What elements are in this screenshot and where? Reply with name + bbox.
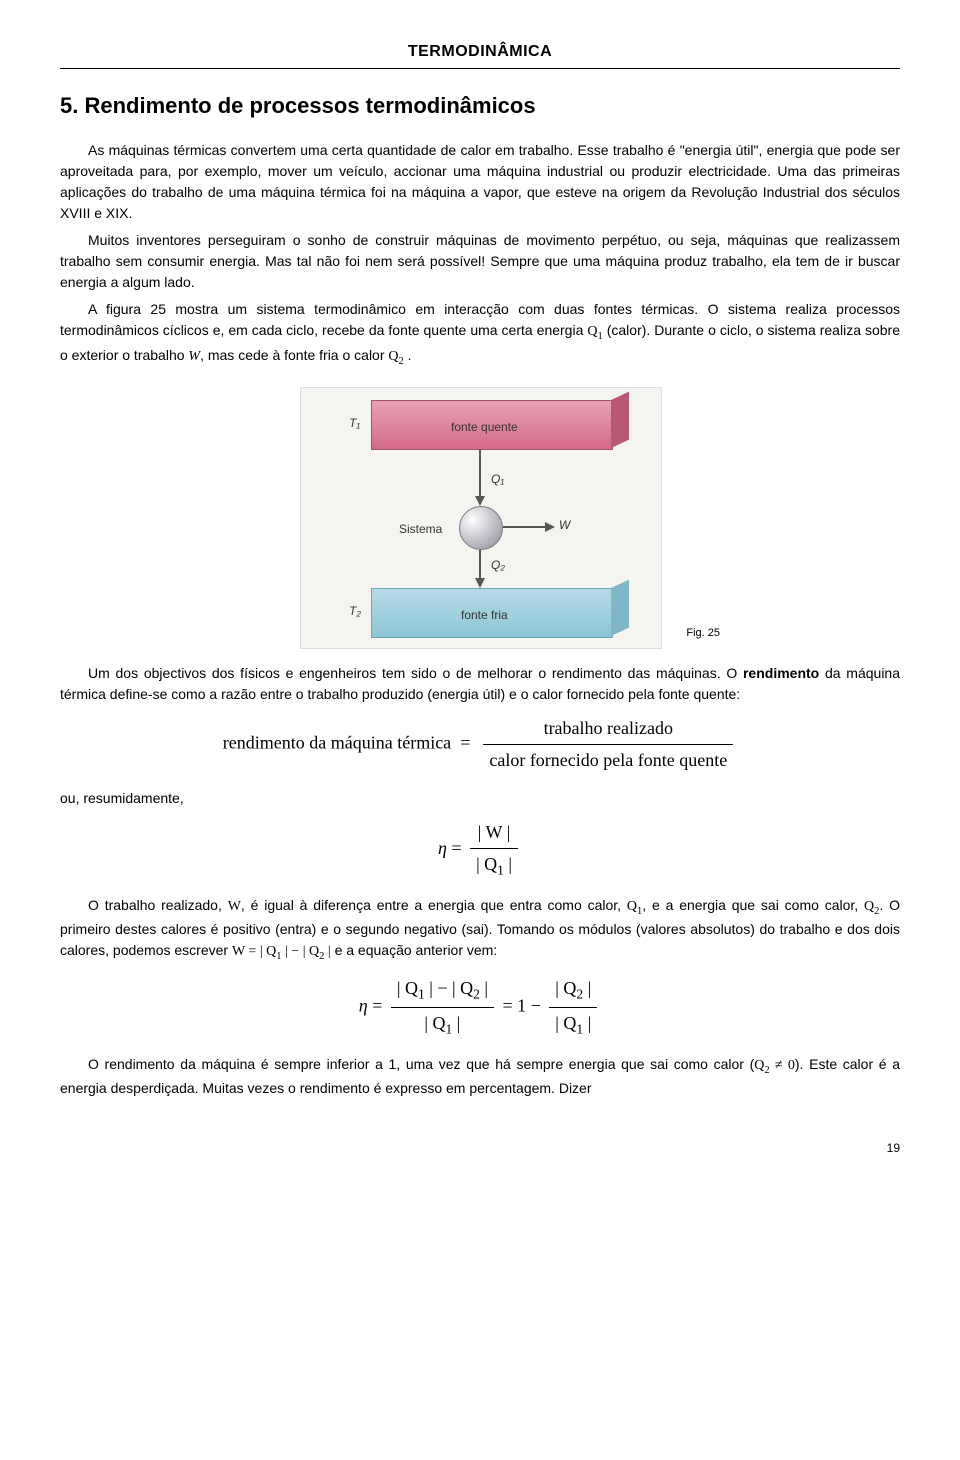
arrow-w-head xyxy=(545,522,555,532)
page-number: 19 xyxy=(60,1139,900,1157)
arrow-q2-line xyxy=(479,550,481,580)
arrow-q2-head xyxy=(475,578,485,588)
p4-text-a: Um dos objectivos dos físicos e engenhei… xyxy=(88,665,743,681)
equation-eta-expanded: η = | Q1 | − | Q2 | | Q1 | = 1 − | Q2 | … xyxy=(60,975,900,1040)
cold-reservoir-side xyxy=(611,580,629,636)
label-w: W xyxy=(559,516,570,534)
system-sphere xyxy=(459,506,503,550)
symbol-w2: W xyxy=(228,899,241,914)
p6-text-b: , é igual à diferença entre a energia qu… xyxy=(241,897,627,913)
eq1-fraction: trabalho realizado calor fornecido pela … xyxy=(483,715,733,774)
figure-caption: Fig. 25 xyxy=(686,625,720,642)
eq1-denominator: calor fornecido pela fonte quente xyxy=(483,745,733,774)
paragraph-3: A figura 25 mostra um sistema termodinâm… xyxy=(60,299,900,369)
p3-text-c: , mas cede à fonte fria o calor xyxy=(200,347,388,363)
arrow-q1-head xyxy=(475,496,485,506)
hot-reservoir-side xyxy=(611,392,629,448)
paragraph-4: Um dos objectivos dos físicos e engenhei… xyxy=(60,663,900,705)
p6-text-e: e a equação anterior vem: xyxy=(331,942,498,958)
label-fonte-quente: fonte quente xyxy=(451,418,518,436)
p7-text-a: O rendimento da máquina é sempre inferio… xyxy=(88,1056,754,1072)
eq1-lhs: rendimento da máquina térmica xyxy=(223,733,451,753)
symbol-w: W xyxy=(188,349,200,364)
label-t1: T₁ xyxy=(349,414,360,432)
label-fonte-fria: fonte fria xyxy=(461,606,508,624)
paragraph-1: As máquinas térmicas convertem uma certa… xyxy=(60,140,900,224)
label-t2: T₂ xyxy=(349,602,361,620)
symbol-q1b: Q1 xyxy=(627,899,642,914)
thermo-diagram: T₁ fonte quente Q₁ Sistema W Q₂ T₂ fonte… xyxy=(300,387,662,649)
arrow-q1-line xyxy=(479,450,481,498)
label-sistema: Sistema xyxy=(399,520,442,538)
paragraph-2: Muitos inventores perseguiram o sonho de… xyxy=(60,230,900,293)
symbol-q2-neq0: Q2 ≠ 0 xyxy=(754,1058,795,1073)
header-rule xyxy=(60,68,900,69)
label-q2: Q₂ xyxy=(491,556,505,574)
paragraph-5: ou, resumidamente, xyxy=(60,788,900,809)
arrow-w-line xyxy=(503,526,547,528)
equation-rendimento-words: rendimento da máquina térmica = trabalho… xyxy=(60,715,900,774)
equation-eta-wq1: η = | W | | Q1 | xyxy=(60,819,900,881)
section-number: 5. xyxy=(60,93,78,118)
symbol-q2b: Q2 xyxy=(864,899,879,914)
symbol-q2: Q2 xyxy=(388,349,403,364)
label-q1: Q₁ xyxy=(491,470,504,488)
section-heading: 5. Rendimento de processos termodinâmico… xyxy=(60,89,900,122)
term-rendimento: rendimento xyxy=(743,665,819,681)
symbol-q1: Q1 xyxy=(587,324,602,339)
section-title: Rendimento de processos termodinâmicos xyxy=(84,93,535,118)
eq1-numerator: trabalho realizado xyxy=(483,715,733,745)
paragraph-7: O rendimento da máquina é sempre inferio… xyxy=(60,1054,900,1100)
p6-text-c: , e a energia que sai como calor, xyxy=(642,897,864,913)
equation-w-q1q2: W = | Q1 | − | Q2 | xyxy=(232,944,331,959)
p6-text-a: O trabalho realizado, xyxy=(88,897,228,913)
page-header-title: TERMODINÂMICA xyxy=(60,40,900,64)
paragraph-6: O trabalho realizado, W, é igual à difer… xyxy=(60,895,900,965)
figure-25: T₁ fonte quente Q₁ Sistema W Q₂ T₂ fonte… xyxy=(300,387,660,649)
